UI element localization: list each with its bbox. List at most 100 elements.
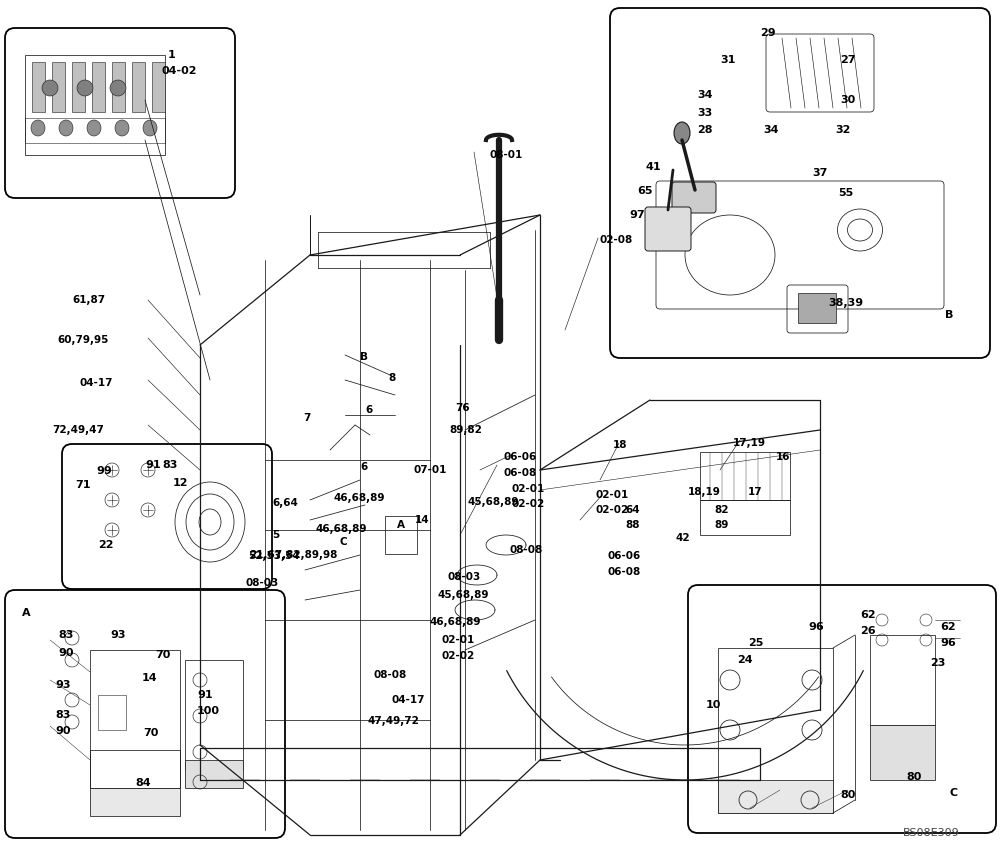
Text: 31: 31 [720,55,735,65]
Circle shape [42,80,58,96]
Text: 02-01: 02-01 [595,490,628,500]
Bar [185,760,243,788]
Text: 29: 29 [760,28,776,38]
Text: 99: 99 [96,466,112,476]
Text: 96: 96 [808,622,824,632]
Text: 45,68,89: 45,68,89 [468,497,520,507]
Text: 6: 6 [360,462,367,472]
Text: 18: 18 [613,440,628,450]
Text: 64: 64 [625,505,640,515]
Text: 34: 34 [763,125,778,135]
Text: 02-02: 02-02 [442,651,475,661]
Text: 91: 91 [145,460,161,470]
Text: 37: 37 [812,168,827,178]
Text: 83: 83 [58,630,73,640]
Text: 84: 84 [135,778,151,788]
Text: 97: 97 [629,210,645,220]
Text: 47,49,72: 47,49,72 [368,716,420,726]
Text: 6,64: 6,64 [272,498,298,508]
Text: 23: 23 [930,658,945,668]
Text: 70: 70 [143,728,158,738]
Text: 08-01: 08-01 [490,150,523,160]
Text: C: C [950,788,958,798]
Text: 04-02: 04-02 [162,66,198,76]
Text: 72,49,47: 72,49,47 [52,425,104,435]
Text: 06-08: 06-08 [504,468,537,478]
FancyBboxPatch shape [62,444,272,589]
Text: 76: 76 [455,403,470,413]
Text: 12: 12 [173,478,188,488]
Text: 02-02: 02-02 [595,505,628,515]
Text: 65: 65 [637,186,652,196]
Circle shape [77,80,93,96]
Text: 89: 89 [714,520,728,530]
Text: B: B [945,310,953,320]
Text: 6: 6 [365,405,372,415]
Bar [152,62,165,112]
Text: 80: 80 [840,790,855,800]
Text: 24: 24 [737,655,753,665]
Text: 42: 42 [675,533,690,543]
Bar [185,660,243,770]
Text: C: C [340,537,348,547]
Bar [798,293,836,323]
Text: 71: 71 [75,480,90,490]
Ellipse shape [115,120,129,136]
Text: 61,87: 61,87 [72,295,105,305]
Text: 8: 8 [388,373,395,383]
Bar [718,648,833,813]
Text: 100: 100 [197,706,220,716]
Bar [90,650,180,788]
Text: 45,68,89: 45,68,89 [437,590,488,600]
Text: 38,39: 38,39 [828,298,863,308]
Bar [25,55,165,155]
Text: 7: 7 [303,413,310,423]
Text: 17: 17 [748,487,763,497]
Text: 02-01: 02-01 [512,484,545,494]
Bar [72,62,85,112]
Text: 80: 80 [906,772,921,782]
Text: A: A [397,520,405,530]
Bar [385,516,417,554]
Text: 62: 62 [860,610,876,620]
Text: 83: 83 [55,710,70,720]
Text: 02-02: 02-02 [512,499,545,509]
Text: 08-08: 08-08 [510,545,543,555]
Text: 83: 83 [162,460,177,470]
Text: 46,68,89: 46,68,89 [430,617,482,627]
Text: 14: 14 [415,515,430,525]
Text: 88: 88 [625,520,640,530]
Text: 90: 90 [55,726,70,736]
Text: 90: 90 [58,648,74,658]
Text: 41: 41 [645,162,661,172]
Bar [32,62,45,112]
Text: 52,53,54: 52,53,54 [248,551,300,561]
Text: 22: 22 [98,540,114,550]
FancyBboxPatch shape [672,182,716,213]
Text: 06-08: 06-08 [607,567,640,577]
Text: 04-17: 04-17 [392,695,426,705]
Text: 60,79,95: 60,79,95 [57,335,108,345]
Text: 25: 25 [748,638,763,648]
Text: 89,82: 89,82 [449,425,482,435]
FancyBboxPatch shape [645,207,691,251]
Text: 27: 27 [840,55,856,65]
Ellipse shape [143,120,157,136]
FancyBboxPatch shape [688,585,996,833]
Text: 91: 91 [197,690,213,700]
Bar [700,500,790,535]
Text: 02-08: 02-08 [600,235,633,245]
Text: A: A [22,608,31,618]
Ellipse shape [31,120,45,136]
Text: 26: 26 [860,626,876,636]
Text: 5: 5 [272,530,279,540]
Text: 93: 93 [110,630,126,640]
Text: 08-03: 08-03 [447,572,480,582]
Bar [98,695,126,730]
Text: 55: 55 [838,188,853,198]
Bar [870,725,935,780]
Text: 08-03: 08-03 [245,578,278,588]
Ellipse shape [674,122,690,144]
Bar [132,62,145,112]
Text: 30: 30 [840,95,855,105]
